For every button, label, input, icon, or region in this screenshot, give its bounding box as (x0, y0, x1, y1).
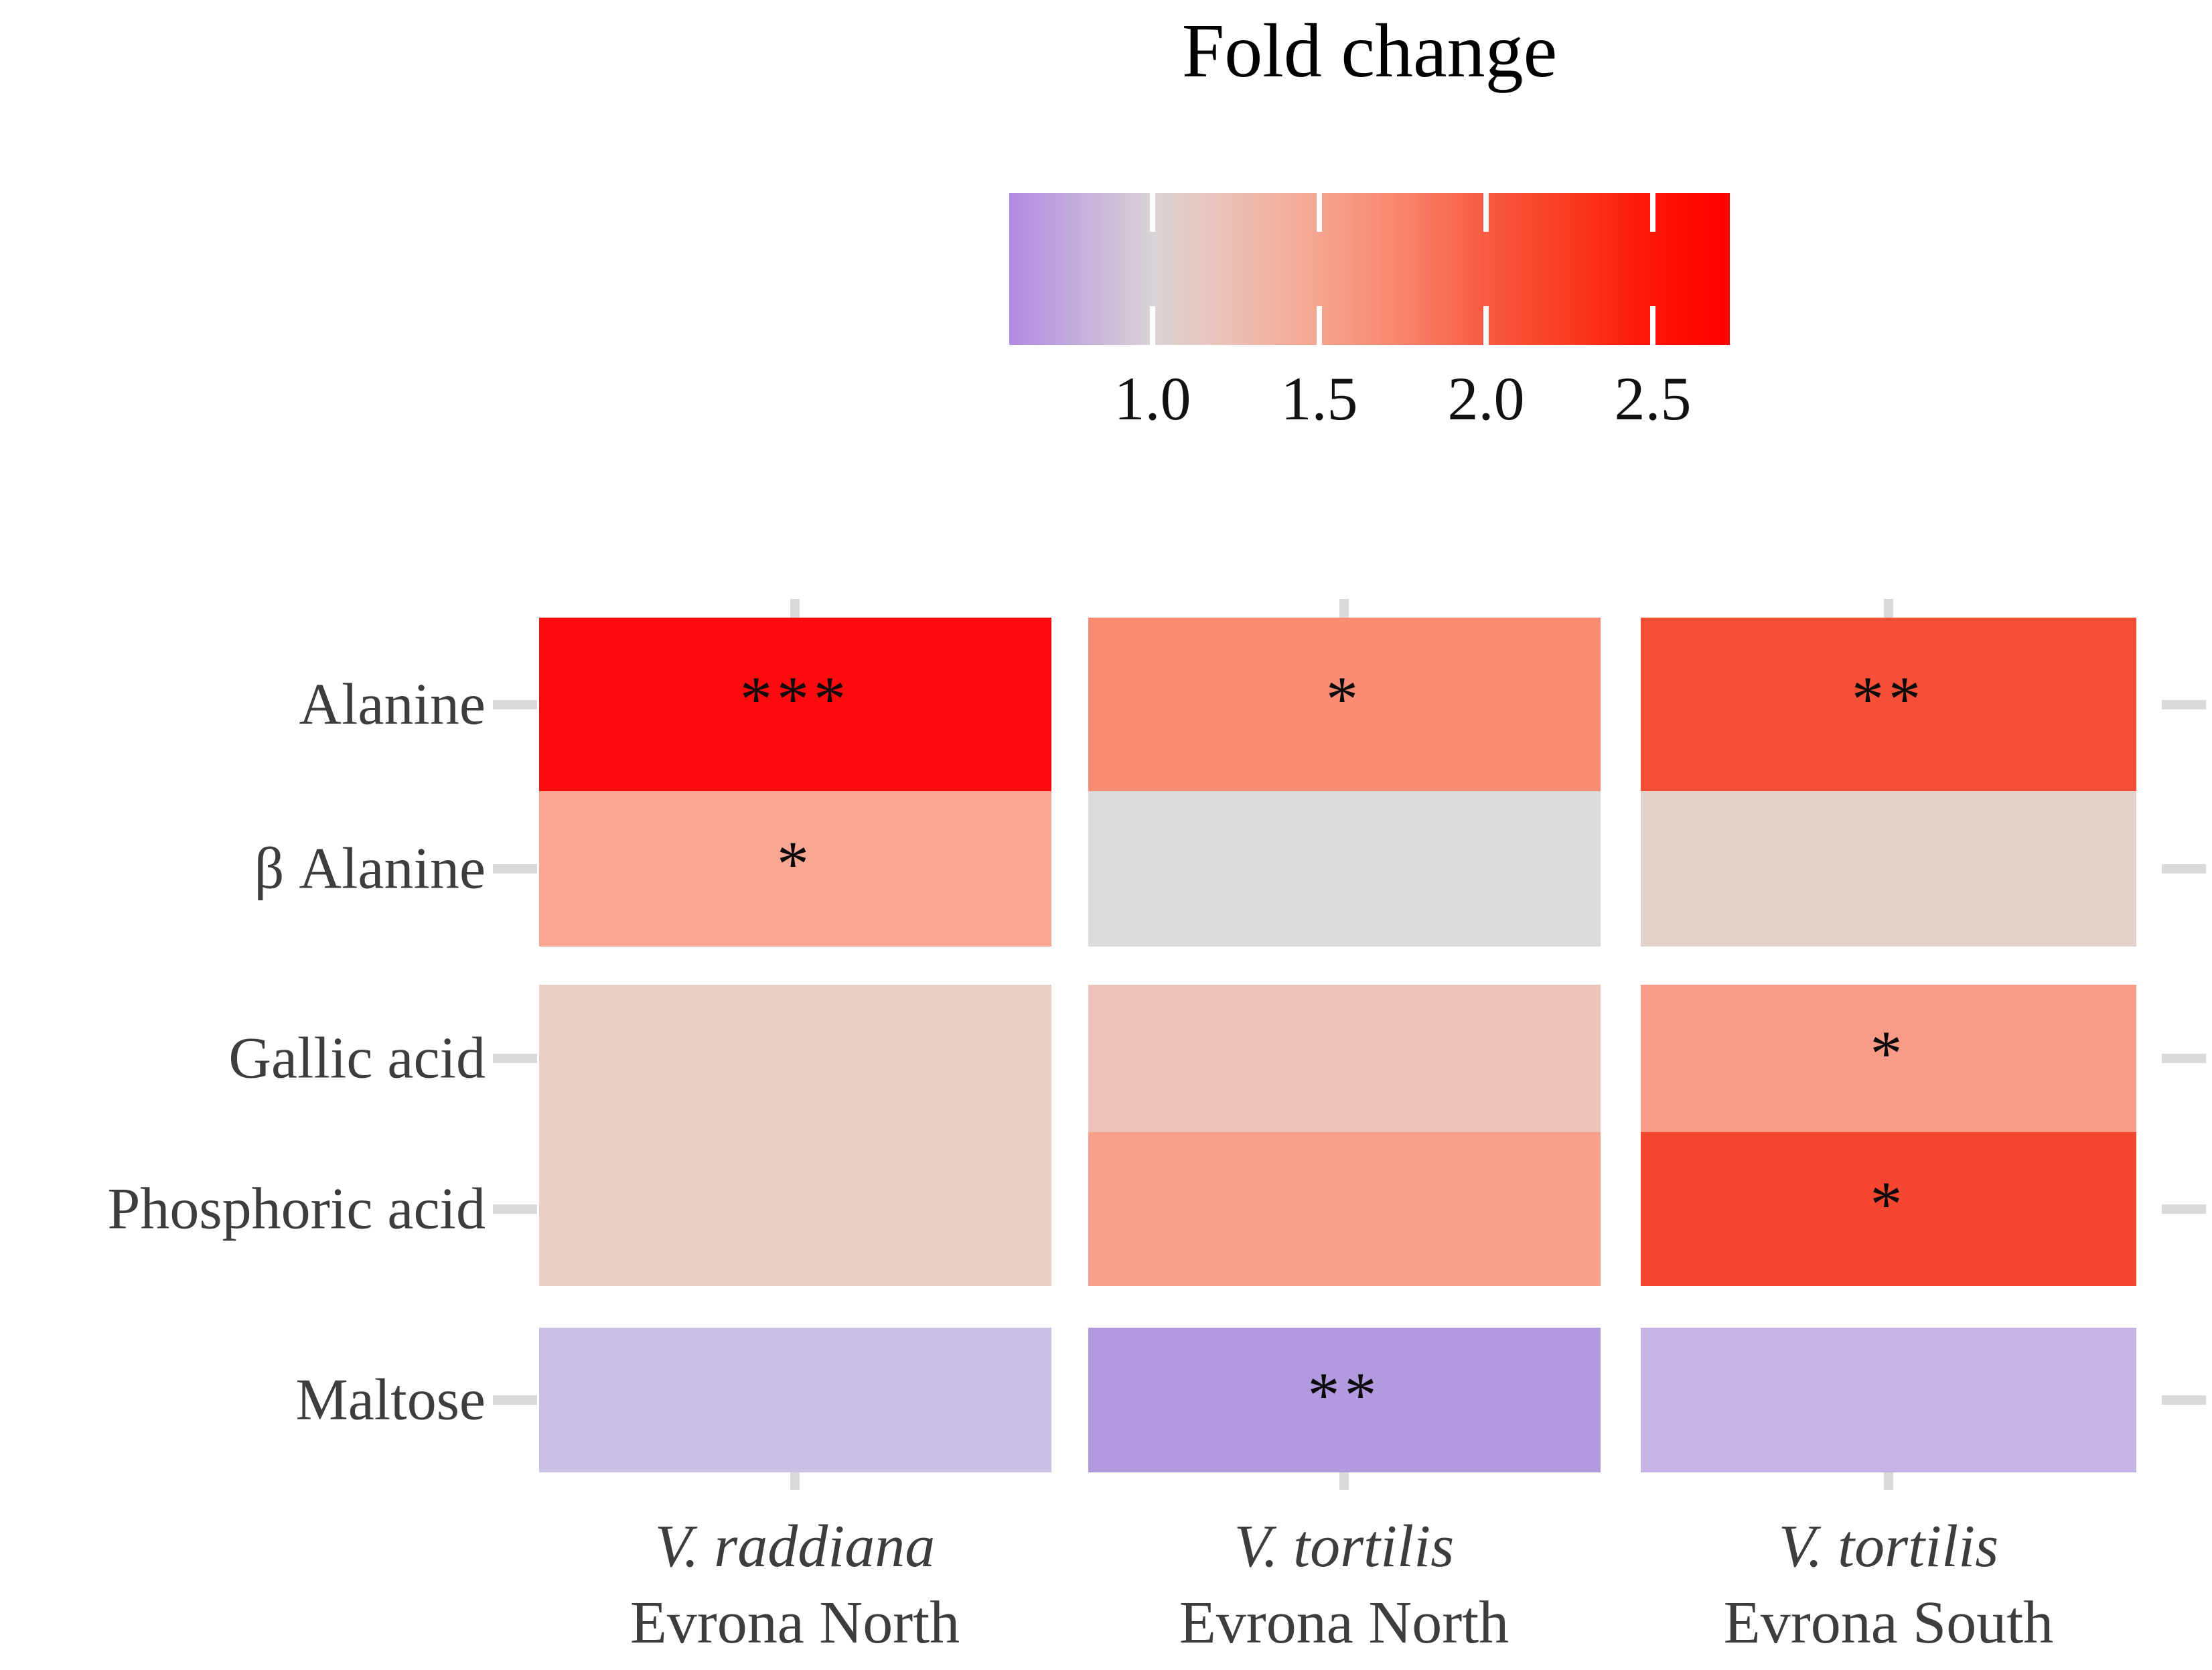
axis-tick (1339, 1472, 1349, 1490)
row-label-beta-alanine: β Alanine (254, 836, 486, 902)
heatmap-cell (1088, 1132, 1601, 1286)
species-name: V. raddiana (654, 1513, 936, 1580)
axis-tick (1884, 1472, 1893, 1490)
axis-tick (1884, 599, 1893, 618)
colorbar-tick-mark (1483, 193, 1489, 232)
heatmap-cell: * (1088, 618, 1601, 791)
row-label-maltose: Maltose (295, 1367, 486, 1433)
axis-tick (493, 700, 537, 709)
axis-tick (493, 1395, 537, 1405)
heatmap-cell: ** (1088, 1328, 1601, 1472)
heatmap-cell: * (539, 791, 1051, 947)
heatmap-cell (539, 1132, 1051, 1286)
heatmap-cell: * (1641, 985, 2136, 1132)
significance-stars: * (777, 827, 814, 900)
heatmap-cell (539, 985, 1051, 1132)
significance-stars: *** (740, 663, 851, 735)
species-name: V. tortilis (1778, 1513, 1999, 1580)
axis-tick (2162, 700, 2206, 709)
heatmap-cell (1641, 1328, 2136, 1472)
heatmap-cell: *** (539, 618, 1051, 791)
significance-stars: * (1326, 663, 1363, 735)
colorbar-tick-mark (1317, 193, 1322, 232)
row-label-alanine: Alanine (299, 672, 486, 738)
row-label-phosphoric-acid: Phosphoric acid (107, 1176, 486, 1242)
axis-tick (2162, 1204, 2206, 1214)
colorbar-tick-mark (1483, 306, 1489, 345)
colorbar-tick-label: 2.0 (1447, 364, 1525, 433)
axis-tick (2162, 1054, 2206, 1063)
colorbar-tick-label: 2.5 (1614, 364, 1692, 433)
axis-tick (2162, 864, 2206, 874)
heatmap-cell (1088, 985, 1601, 1132)
axis-tick (790, 1472, 800, 1490)
colorbar-tick-mark (1650, 306, 1655, 345)
site-name: Evrona South (1723, 1590, 2054, 1656)
heatmap-cell (1088, 791, 1601, 947)
axis-tick (790, 599, 800, 618)
column-label-v-raddiana-evrona-north: V. raddiana Evrona North (494, 1509, 1096, 1661)
heatmap-cell: * (1641, 1132, 2136, 1286)
significance-stars: * (1870, 1017, 1907, 1089)
site-name: Evrona North (630, 1590, 960, 1656)
species-name: V. tortilis (1234, 1513, 1455, 1580)
column-label-v-tortilis-evrona-north: V. tortilis Evrona North (1043, 1509, 1645, 1661)
axis-tick (493, 1054, 537, 1063)
colorbar-tick-mark (1317, 306, 1322, 345)
colorbar-tick-mark (1150, 306, 1155, 345)
heatmap-cell (539, 1328, 1051, 1472)
colorbar-tick-mark (1650, 193, 1655, 232)
axis-tick (1339, 599, 1349, 618)
axis-tick (2162, 1395, 2206, 1405)
column-label-v-tortilis-evrona-south: V. tortilis Evrona South (1587, 1509, 2190, 1661)
significance-stars: ** (1307, 1359, 1382, 1431)
significance-stars: * (1870, 1168, 1907, 1240)
colorbar-gradient (1009, 193, 1730, 345)
colorbar-tick-mark (1150, 193, 1155, 232)
axis-tick (493, 1204, 537, 1214)
site-name: Evrona North (1179, 1590, 1509, 1656)
significance-stars: ** (1852, 663, 1925, 735)
axis-tick (493, 864, 537, 874)
row-label-gallic-acid: Gallic acid (228, 1026, 486, 1091)
heatmap-cell: ** (1641, 618, 2136, 791)
colorbar-tick-label: 1.0 (1114, 364, 1191, 433)
chart-title: Fold change (1181, 8, 1558, 93)
colorbar-tick-label: 1.5 (1280, 364, 1358, 433)
heatmap-cell (1641, 791, 2136, 947)
